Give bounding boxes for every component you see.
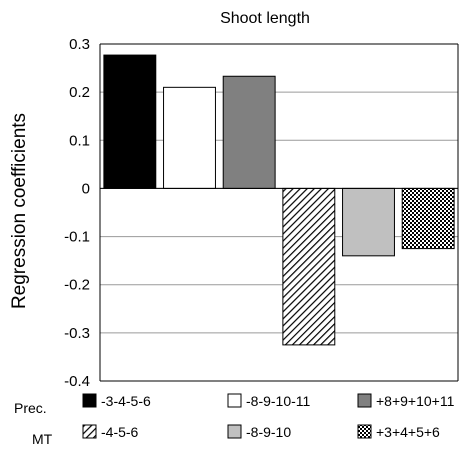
y-tick-label: 0.3 [69,36,90,53]
legend-swatch [227,393,242,408]
bar-4 [282,187,336,346]
legend-label: -8-9-10 [246,424,291,440]
legend-group-prec: Prec. [14,400,47,416]
legend-label: -3-4-5-6 [101,393,151,409]
bar-3 [222,75,276,189]
legend-label: +8+9+10+11 [376,393,455,409]
bar-1 [103,54,157,189]
y-tick-label: 0 [82,180,90,197]
legend-swatch [82,424,97,439]
y-tick-label: -0.4 [64,373,90,390]
y-tick-label: -0.3 [64,325,90,342]
bars [103,54,455,346]
bar-2 [163,86,216,189]
legend: Prec. MT -3-4-5-6 -8-9-10-11 +8+9+10+11 -4-… [14,393,455,447]
legend-label: -8-9-10-11 [246,393,311,409]
bar-6 [401,187,455,250]
y-tick-label: 0.2 [69,84,90,101]
legend-group-mt: MT [32,431,53,447]
legend-swatch [357,424,372,439]
y-axis-label: Regression coefficients [9,113,30,309]
legend-swatch [227,424,242,439]
y-tick-label: -0.2 [64,277,90,294]
legend-label: +3+4+5+6 [376,424,440,440]
legend-swatch [82,393,97,408]
chart-title: Shoot length [220,10,310,27]
y-tick-label: -0.1 [64,229,90,246]
bar-5 [342,187,395,257]
y-tick-labels: 0.3 0.2 0.1 0 -0.1 -0.2 -0.3 -0.4 [64,36,90,390]
legend-label: -4-5-6 [101,424,139,440]
legend-swatch [357,393,372,408]
y-tick-label: 0.1 [69,132,90,149]
